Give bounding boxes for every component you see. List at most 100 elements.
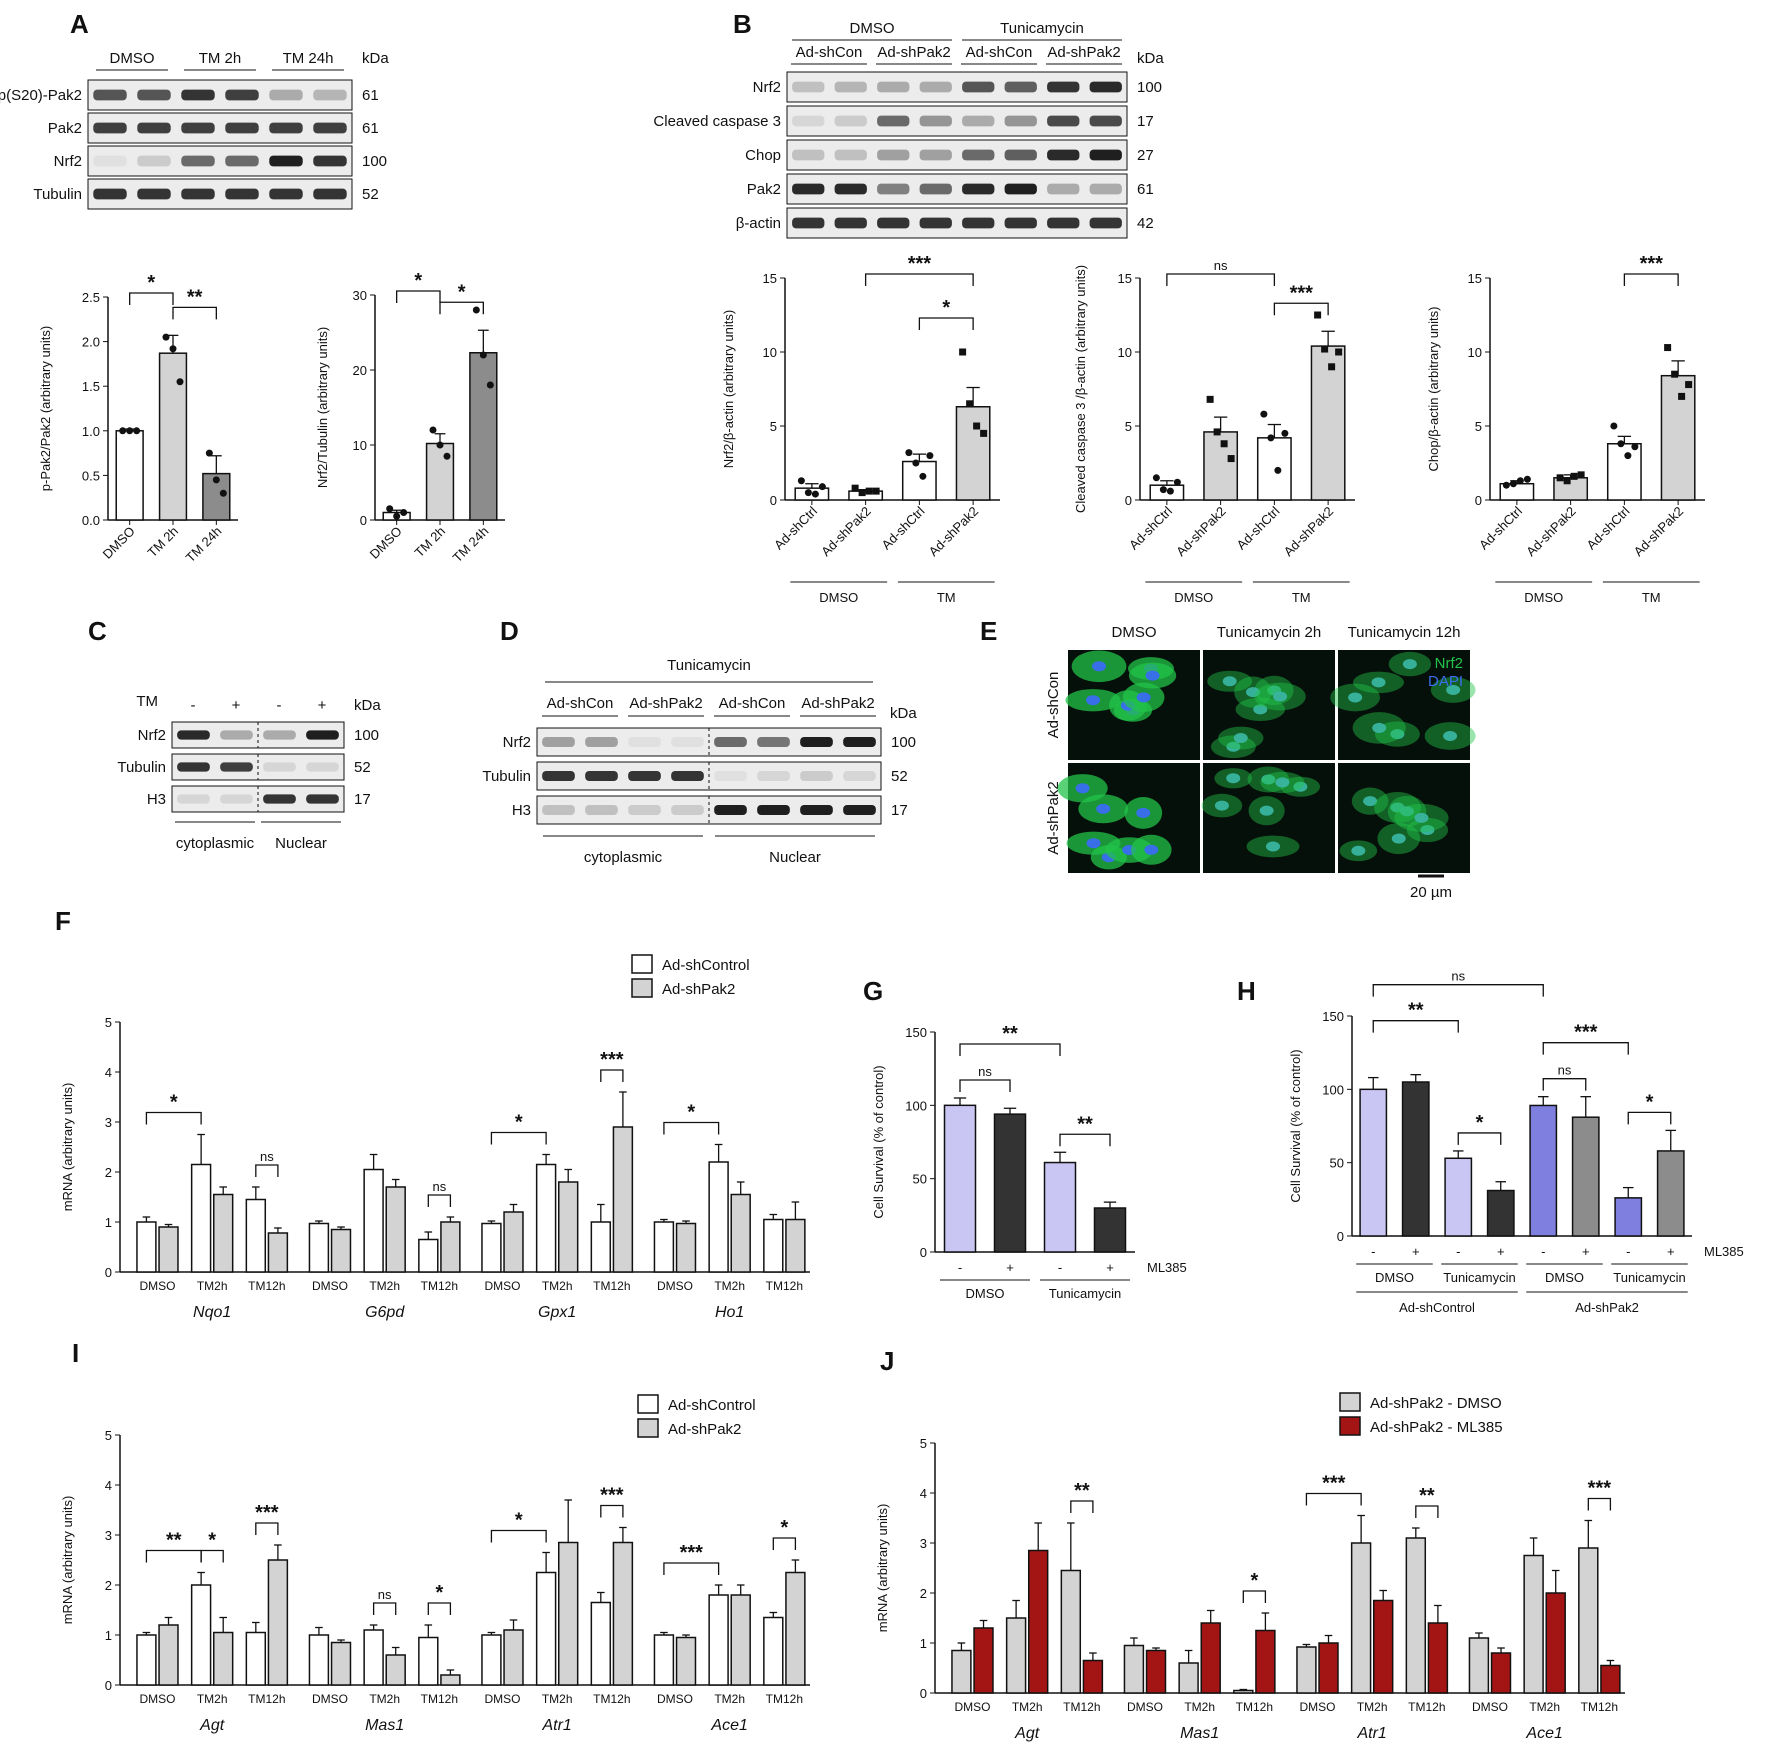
panel-e-column-label: Tunicamycin 2h [1217,624,1322,641]
x-tick-label: TM12h [421,1279,458,1293]
y-tick-label: 0.5 [82,468,100,483]
bar [158,352,188,521]
gene-label: Ace1 [710,1717,747,1734]
kda-value: 27 [1137,147,1154,164]
blot-band [919,217,952,229]
x-tick-label: TM 2h [144,524,181,561]
significance-bracket [172,306,217,320]
y-tick-label: 5 [105,1015,112,1030]
significance-label: * [147,272,155,294]
significance-bracket [1242,1590,1267,1603]
kda-value: 52 [891,768,908,785]
data-point [980,429,988,437]
treatment-label: ML385 [1704,1244,1744,1259]
blot-strip [87,145,353,177]
data-point [818,483,826,491]
blot-row-label: H3 [147,791,166,808]
significance-bracket [600,1504,624,1518]
x-tick-label: Ad-shCtrl [771,503,820,552]
y-tick-label: 3 [920,1536,927,1551]
group-label: Tunicamycin [1613,1270,1685,1285]
significance-bracket [200,1549,224,1563]
blot-band [177,730,210,740]
blot-band [263,730,296,740]
x-tick-label: TM2h [369,1279,400,1293]
y-tick-label: 1.5 [82,379,100,394]
significance-bracket [772,1537,797,1550]
significance-bracket [372,1602,397,1615]
blot-band [800,770,833,782]
x-tick-label: TM12h [248,1279,285,1293]
bar [1060,1569,1082,1694]
significance-bracket [1372,984,1544,997]
x-tick-label: TM 24h [183,524,225,566]
significance-bracket [1166,273,1276,286]
group-label: DMSO [1524,590,1563,605]
blot-a-group-label: TM 24h [283,50,334,67]
blot-band [542,736,575,748]
supergroup-label: Ad-shControl [1399,1300,1475,1315]
x-tick-label: Ad-shPak2 [1281,504,1337,560]
blot-row-label: Nrf2 [753,79,781,96]
significance-label: ** [1002,1023,1018,1045]
x-tick-label: TM12h [421,1692,458,1706]
blot-band [800,804,833,816]
blot-band [181,89,215,101]
bar [212,1631,234,1686]
y-tick-label: 4 [920,1486,927,1501]
blot-band [181,188,215,200]
blot-band [671,770,704,782]
data-point [811,490,819,498]
chart-b1: 0 5 10 15 Nrf2/β-actin (arbitrary units) Ad-s… [721,253,1000,605]
x-tick-label: Ad-shCtrl [1234,503,1283,552]
blot-band [93,89,127,101]
blot-strip [87,79,353,111]
significance-label: ** [1077,1113,1093,1135]
group-label: DMSO [1545,1270,1584,1285]
significance-label: * [435,1582,443,1604]
bar [212,1193,234,1273]
cell-nucleus [1261,774,1276,785]
x-tick-label: DMSO [1127,1700,1163,1714]
significance-label: ns [1214,258,1228,273]
cell-nucleus [1402,659,1417,670]
y-tick-label: 5 [770,419,777,434]
blot-row-label: Nrf2 [54,153,82,170]
data-point [1166,487,1174,495]
blot-band [671,736,704,748]
panel-letter-f: F [55,906,71,936]
micrograph-tile [1203,650,1335,760]
x-tick-label: TM12h [1581,1700,1618,1714]
chart-g: 0 50 100 150 Cell Survival (% of control) - + -… [871,1023,1187,1301]
blot-strip [87,178,353,210]
legend-label: Ad-shPak2 [668,1421,741,1438]
bar [1149,484,1185,501]
blot-band [269,89,303,101]
blot-band [714,736,747,748]
blot-band [919,183,952,195]
kda-header: kDa [362,50,389,67]
group-label: DMSO [966,1286,1005,1301]
y-axis-label: Cleaved caspase 3 /β-actin (arbitrary un… [1073,265,1088,513]
group-label: DMSO [819,590,858,605]
treatment-mark: + [1412,1244,1420,1259]
bar [418,1238,439,1273]
bar [158,1624,179,1686]
significance-label: *** [1574,1022,1598,1044]
blot-band [962,115,995,127]
data-point [486,381,494,389]
cell-nucleus [1233,733,1248,744]
bar [267,1232,289,1273]
y-tick-label: 0 [1125,493,1132,508]
blot-band [263,762,296,772]
y-tick-label: 0 [1337,1229,1344,1244]
blot-band [1047,149,1080,161]
y-axis-label: p-Pak2/Pak2 (arbitrary units) [38,326,53,491]
bar [730,1193,751,1273]
blot-d-fraction-label: Nuclear [769,849,821,866]
cell-nucleus [1253,704,1268,715]
x-tick-label: TM2h [1529,1700,1560,1714]
kda-value: 100 [354,727,379,744]
blot-row-label: p(S20)-Pak2 [0,87,82,104]
treatment-mark: - [1541,1244,1545,1259]
